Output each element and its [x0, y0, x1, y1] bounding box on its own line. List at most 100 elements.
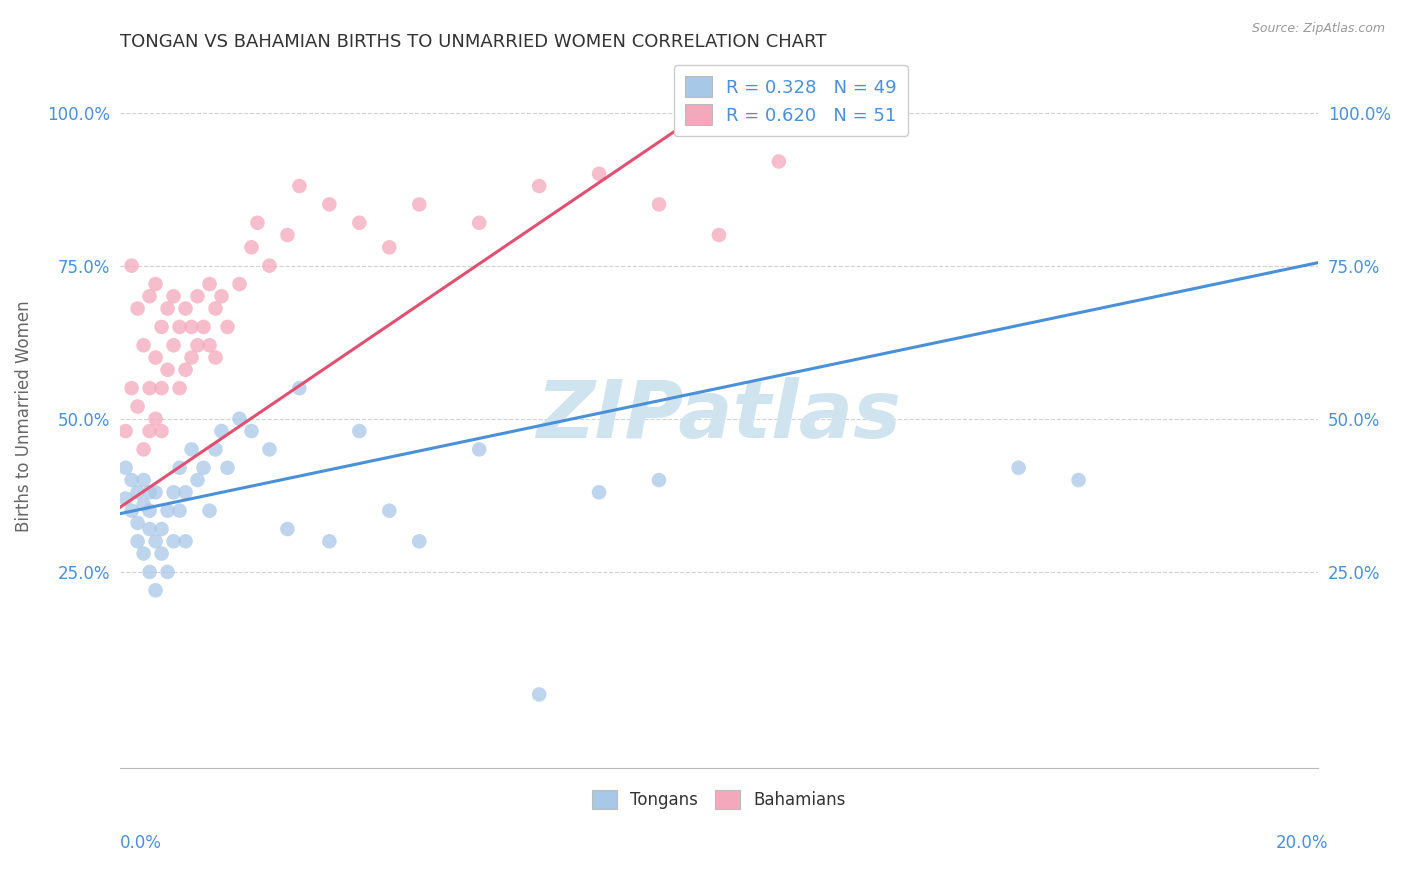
Point: [259, 442, 281, 457]
Text: 0.0%: 0.0%: [120, 834, 162, 852]
Point: [211, 289, 233, 303]
Point: [193, 460, 215, 475]
Point: [169, 381, 191, 395]
Y-axis label: Births to Unmarried Women: Births to Unmarried Women: [15, 300, 32, 532]
Point: [240, 424, 263, 438]
Point: [127, 516, 149, 530]
Point: [127, 400, 149, 414]
Point: [259, 259, 281, 273]
Point: [198, 277, 221, 291]
Point: [648, 473, 671, 487]
Point: [132, 338, 155, 352]
Point: [162, 485, 184, 500]
Point: [145, 583, 167, 598]
Point: [121, 473, 143, 487]
Point: [138, 424, 160, 438]
Point: [174, 363, 197, 377]
Point: [193, 319, 215, 334]
Point: [169, 504, 191, 518]
Point: [174, 485, 197, 500]
Point: [204, 351, 226, 365]
Point: [408, 197, 430, 211]
Point: [169, 319, 191, 334]
Point: [240, 240, 263, 254]
Point: [527, 179, 550, 194]
Point: [132, 473, 155, 487]
Point: [145, 277, 167, 291]
Point: [349, 216, 371, 230]
Point: [150, 319, 173, 334]
Text: TONGAN VS BAHAMIAN BIRTHS TO UNMARRIED WOMEN CORRELATION CHART: TONGAN VS BAHAMIAN BIRTHS TO UNMARRIED W…: [120, 33, 827, 51]
Point: [145, 351, 167, 365]
Point: [132, 547, 155, 561]
Point: [138, 381, 160, 395]
Point: [156, 363, 179, 377]
Point: [121, 259, 143, 273]
Point: [132, 498, 155, 512]
Point: [174, 534, 197, 549]
Point: [138, 565, 160, 579]
Point: [138, 522, 160, 536]
Point: [217, 319, 239, 334]
Point: [138, 504, 160, 518]
Point: [138, 485, 160, 500]
Text: ZIPatlas: ZIPatlas: [537, 376, 901, 455]
Point: [204, 442, 226, 457]
Point: [180, 319, 202, 334]
Point: [156, 301, 179, 316]
Point: [588, 485, 610, 500]
Point: [349, 424, 371, 438]
Point: [246, 216, 269, 230]
Point: [114, 491, 136, 506]
Text: Source: ZipAtlas.com: Source: ZipAtlas.com: [1251, 22, 1385, 36]
Point: [186, 338, 208, 352]
Point: [204, 301, 226, 316]
Text: 20.0%: 20.0%: [1277, 834, 1329, 852]
Point: [162, 338, 184, 352]
Point: [1067, 473, 1090, 487]
Point: [198, 338, 221, 352]
Point: [162, 534, 184, 549]
Point: [127, 485, 149, 500]
Point: [228, 411, 250, 425]
Point: [145, 534, 167, 549]
Point: [707, 227, 730, 242]
Point: [174, 301, 197, 316]
Point: [180, 442, 202, 457]
Point: [150, 522, 173, 536]
Point: [114, 424, 136, 438]
Point: [132, 442, 155, 457]
Point: [127, 301, 149, 316]
Point: [768, 154, 790, 169]
Point: [588, 167, 610, 181]
Point: [127, 534, 149, 549]
Point: [228, 277, 250, 291]
Point: [408, 534, 430, 549]
Legend: Tongans, Bahamians: Tongans, Bahamians: [585, 783, 852, 816]
Point: [288, 381, 311, 395]
Point: [527, 688, 550, 702]
Point: [318, 534, 340, 549]
Point: [156, 565, 179, 579]
Point: [186, 473, 208, 487]
Point: [156, 504, 179, 518]
Point: [150, 381, 173, 395]
Point: [162, 289, 184, 303]
Point: [186, 289, 208, 303]
Point: [198, 504, 221, 518]
Point: [114, 460, 136, 475]
Point: [217, 460, 239, 475]
Point: [121, 504, 143, 518]
Point: [468, 442, 491, 457]
Point: [276, 522, 298, 536]
Point: [378, 504, 401, 518]
Point: [648, 197, 671, 211]
Point: [169, 460, 191, 475]
Point: [318, 197, 340, 211]
Point: [180, 351, 202, 365]
Point: [121, 381, 143, 395]
Point: [145, 411, 167, 425]
Point: [211, 424, 233, 438]
Point: [150, 547, 173, 561]
Point: [378, 240, 401, 254]
